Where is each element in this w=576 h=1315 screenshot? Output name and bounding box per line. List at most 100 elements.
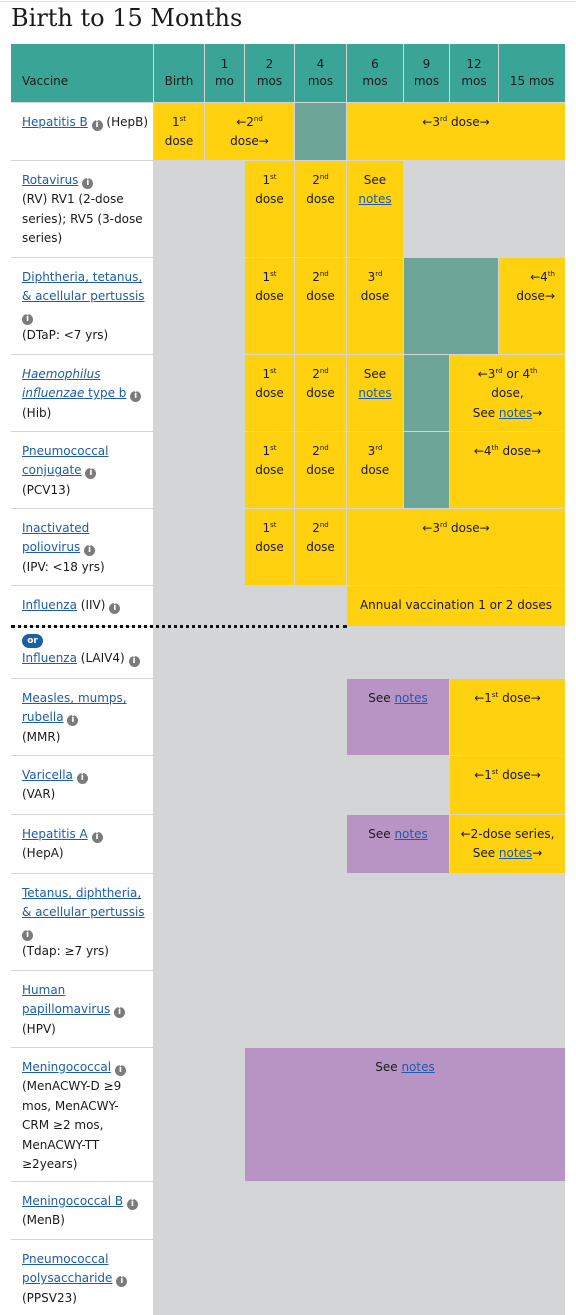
hib-link-line1[interactable]: Haemophilus — [22, 367, 101, 381]
info-circle-icon[interactable]: i — [76, 773, 88, 784]
empty-cell — [404, 627, 449, 678]
hib-catchup — [404, 355, 449, 431]
meningococcal-link[interactable]: Meningococcal — [22, 1060, 112, 1074]
info-circle-icon[interactable]: i — [91, 832, 103, 843]
row-label-ipv: Inactivated poliovirus i (IPV: <18 yrs) — [11, 509, 153, 585]
empty-cell — [154, 627, 204, 678]
info-circle-icon[interactable]: i — [67, 715, 79, 727]
info-circle-icon[interactable]: i — [91, 120, 103, 131]
info-circle-icon[interactable]: i — [22, 929, 33, 941]
row-label-tdap: Tetanus, diphtheria, & acellular pertuss… — [11, 874, 153, 970]
info-circle-icon[interactable]: i — [126, 1199, 138, 1210]
empty-cell — [295, 971, 346, 1047]
empty-cell — [295, 874, 346, 970]
empty-cell — [205, 756, 244, 814]
hib-link-line2[interactable]: influenzae — [22, 386, 85, 401]
empty-cell — [154, 1182, 204, 1239]
pcv-link-line1[interactable]: Pneumococcal — [22, 444, 109, 458]
hpv-link-line1[interactable]: Human — [22, 983, 66, 997]
empty-cell — [499, 161, 565, 257]
notes-link[interactable]: notes — [401, 1060, 435, 1074]
info-circle-icon[interactable]: i — [114, 1065, 126, 1076]
varicella-link[interactable]: Varicella — [22, 768, 73, 782]
empty-cell — [450, 627, 498, 678]
empty-cell — [205, 971, 244, 1047]
empty-cell — [295, 627, 346, 678]
info-circle-icon[interactable]: i — [85, 468, 97, 480]
notes-link[interactable]: notes — [358, 192, 392, 207]
ipv-link-line2[interactable]: poliovirus — [22, 540, 81, 555]
row-label-rotavirus: Rotavirus i (RV) RV1 (2-dose series); RV… — [11, 161, 153, 257]
empty-cell — [295, 679, 346, 755]
empty-cell — [245, 815, 294, 873]
dtap-link-line1[interactable]: Diphtheria, tetanus, — [22, 270, 143, 284]
info-circle-icon[interactable]: i — [22, 313, 33, 325]
info-circle-icon[interactable]: i — [130, 391, 142, 403]
ppsv-link-line2[interactable]: polysaccharide — [22, 1271, 113, 1286]
info-circle-icon[interactable]: i — [128, 656, 140, 668]
dtap-link-line2[interactable]: & acellular pertussis — [22, 289, 145, 304]
notes-link[interactable]: notes — [358, 386, 392, 401]
hib-dose-2: 2nd dose — [295, 355, 346, 431]
ipv-dose-3: ←3rd dose→ — [347, 509, 565, 585]
hepatitis-b-link[interactable]: Hepatitis B — [22, 115, 88, 129]
empty-cell — [154, 679, 204, 755]
empty-cell — [205, 627, 244, 678]
empty-cell — [205, 874, 244, 970]
notes-link[interactable]: notes — [498, 405, 533, 420]
empty-cell — [205, 679, 244, 755]
hib-link-type-b[interactable]: type b — [84, 386, 127, 401]
empty-cell — [347, 1182, 403, 1239]
empty-cell — [450, 1240, 498, 1315]
rotavirus-link[interactable]: Rotavirus — [22, 173, 79, 187]
page-title: Birth to 15 Months — [11, 4, 243, 32]
pcv-catchup — [404, 432, 449, 508]
empty-cell — [154, 355, 204, 431]
ipv-link-line1[interactable]: Inactivated — [22, 521, 90, 535]
empty-cell — [154, 161, 204, 257]
pcv-link-line2[interactable]: conjugate — [22, 463, 82, 478]
meningococcal-b-link[interactable]: Meningococcal B — [22, 1194, 124, 1208]
empty-cell — [154, 258, 204, 354]
info-circle-icon[interactable]: i — [114, 1007, 126, 1019]
hepatitis-a-link[interactable]: Hepatitis A — [22, 827, 88, 841]
mmr-link-line2[interactable]: rubella — [22, 710, 64, 725]
row-label-influenza-laiv4: or Influenza (LAIV4) i — [11, 627, 153, 678]
empty-cell — [245, 971, 294, 1047]
notes-link[interactable]: notes — [394, 691, 428, 705]
notes-link[interactable]: notes — [498, 846, 533, 861]
influenza-iiv-link[interactable]: Influenza — [22, 598, 77, 612]
ppsv-link-line1[interactable]: Pneumococcal — [22, 1252, 109, 1266]
mmr-link-line1[interactable]: Measles, mumps, — [22, 691, 127, 705]
info-circle-icon[interactable]: i — [84, 545, 96, 557]
info-circle-icon[interactable]: i — [109, 603, 121, 614]
empty-cell — [404, 1182, 449, 1239]
or-badge: or — [22, 634, 43, 648]
empty-cell — [205, 815, 244, 873]
info-circle-icon[interactable]: i — [82, 178, 94, 189]
empty-cell — [205, 355, 244, 431]
tdap-link-line1[interactable]: Tetanus, diphtheria, — [22, 886, 142, 900]
hepa-2-dose-series: ←2-dose series, See notes→ — [450, 815, 565, 873]
empty-cell — [499, 1182, 565, 1239]
notes-link[interactable]: notes — [394, 827, 428, 841]
influenza-laiv4-link[interactable]: Influenza — [22, 651, 77, 666]
info-circle-icon[interactable]: i — [116, 1276, 128, 1288]
immunization-schedule-table: Vaccine Birth 1 mo 2 mos 4 mos 6 mos 9 mos 12… — [11, 44, 565, 1315]
empty-cell — [295, 1182, 346, 1239]
empty-cell — [404, 971, 449, 1047]
empty-cell — [205, 1182, 244, 1239]
tdap-link-line2[interactable]: & acellular pertussis — [22, 905, 145, 920]
empty-cell — [205, 258, 244, 354]
pcv-dose-3: 3rd dose — [347, 432, 403, 508]
empty-cell — [404, 161, 449, 257]
empty-cell — [295, 756, 346, 814]
hepb-dose-3: ←3rd dose→ — [347, 103, 565, 160]
row-label-hib: Haemophilus influenzae type b i (Hib) — [11, 355, 153, 431]
hpv-link-line2[interactable]: papillomavirus — [22, 1002, 111, 1017]
empty-cell — [499, 627, 565, 678]
empty-cell — [245, 756, 294, 814]
pcv-dose-4: ←4th dose→ — [450, 432, 565, 508]
row-label-menb: Meningococcal B i (MenB) — [11, 1182, 153, 1239]
row-label-hepatitis-a: Hepatitis A i (HepA) — [11, 815, 153, 873]
